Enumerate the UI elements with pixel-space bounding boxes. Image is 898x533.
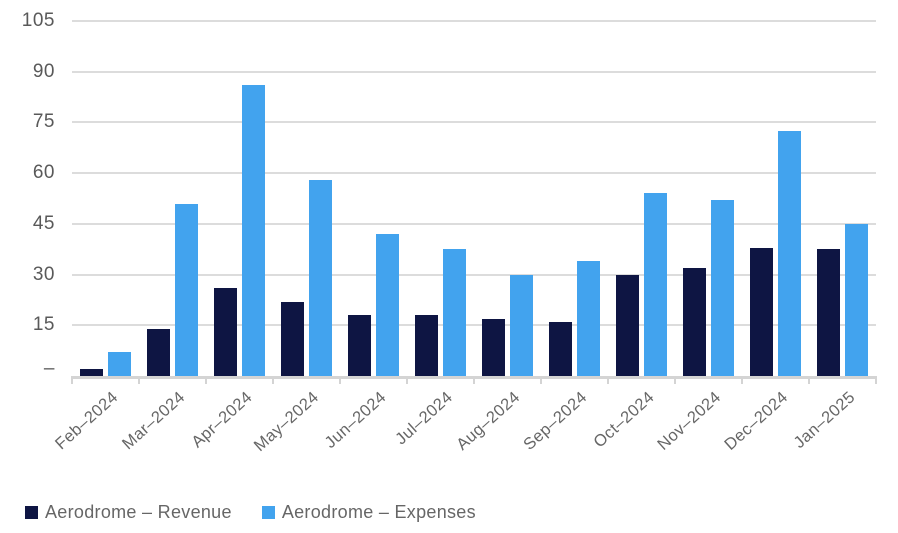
x-axis-label: Jan–2025 xyxy=(790,388,859,453)
bar-expenses-Dec–2024 xyxy=(778,131,801,376)
axis-tick xyxy=(473,376,475,384)
legend-item-expenses[interactable]: Aerodrome – Expenses xyxy=(261,502,476,522)
gridline xyxy=(72,20,876,22)
bar-expenses-Apr–2024 xyxy=(242,85,265,376)
bar-revenue-Jul–2024 xyxy=(415,315,438,376)
axis-tick xyxy=(808,376,810,384)
bar-expenses-Feb–2024 xyxy=(108,352,131,376)
bar-revenue-Apr–2024 xyxy=(214,288,237,376)
y-axis-label: 30 xyxy=(32,263,55,285)
bar-expenses-Nov–2024 xyxy=(711,200,734,376)
bar-revenue-Mar–2024 xyxy=(147,329,170,376)
bar-expenses-Sep–2024 xyxy=(577,261,600,376)
bar-revenue-Sep–2024 xyxy=(549,322,572,376)
axis-tick xyxy=(71,376,73,384)
gridline xyxy=(72,121,876,124)
bar-expenses-Aug–2024 xyxy=(510,275,533,376)
x-axis-label: Oct–2024 xyxy=(589,388,658,452)
legend-item-revenue[interactable]: Aerodrome – Revenue xyxy=(25,503,232,521)
bar-revenue-Nov–2024 xyxy=(683,268,706,376)
axis-tick xyxy=(540,376,542,384)
y-axis-label: 15 xyxy=(32,314,55,336)
x-axis-label: Feb–2024 xyxy=(51,388,122,454)
expenses-swatch xyxy=(261,505,275,519)
gridline xyxy=(72,70,876,73)
x-axis-label: Jul–2024 xyxy=(392,388,457,449)
axis-tick xyxy=(607,376,609,384)
y-axis-label: – xyxy=(43,358,55,379)
x-axis-label: Aug–2024 xyxy=(453,388,524,454)
gridline xyxy=(72,324,876,327)
y-axis-label: 60 xyxy=(32,162,55,184)
bar-revenue-Oct–2024 xyxy=(616,275,639,376)
axis-tick xyxy=(205,376,207,384)
axis-tick xyxy=(272,376,274,384)
y-axis-label: 75 xyxy=(32,111,55,133)
bar-expenses-Mar–2024 xyxy=(175,204,198,376)
axis-tick xyxy=(741,376,743,384)
axis-tick xyxy=(339,376,341,384)
x-axis-label: Jun–2024 xyxy=(321,388,390,453)
x-axis-label: Sep–2024 xyxy=(520,388,591,454)
legend-label-revenue: Aerodrome – Revenue xyxy=(45,502,232,522)
plot-area xyxy=(71,20,877,384)
axis-tick xyxy=(406,376,408,384)
legend-label-expenses: Aerodrome – Expenses xyxy=(281,502,476,522)
bar-revenue-Jan–2025 xyxy=(817,249,840,376)
bar-expenses-May–2024 xyxy=(309,180,332,376)
bar-expenses-Jun–2024 xyxy=(376,234,399,376)
bar-revenue-Feb–2024 xyxy=(80,369,103,376)
y-axis-label: 105 xyxy=(21,10,55,31)
y-axis-label: 90 xyxy=(32,60,55,82)
axis-tick xyxy=(674,376,676,384)
bar-expenses-Jan–2025 xyxy=(845,224,868,376)
bar-revenue-Jun–2024 xyxy=(348,315,371,376)
x-axis-label: Dec–2024 xyxy=(721,388,792,454)
legend: Aerodrome – Revenue Aerodrome – Expenses xyxy=(25,503,476,521)
axis-tick xyxy=(138,376,140,384)
gridline xyxy=(72,172,876,175)
x-axis-label: Nov–2024 xyxy=(654,388,725,454)
bar-revenue-Dec–2024 xyxy=(750,248,773,376)
bar-revenue-Aug–2024 xyxy=(482,319,505,376)
x-axis-label: Apr–2024 xyxy=(187,388,256,452)
revenue-swatch xyxy=(25,505,38,519)
bar-expenses-Jul–2024 xyxy=(443,249,466,376)
x-axis-label: May–2024 xyxy=(250,388,323,456)
bar-revenue-May–2024 xyxy=(281,302,304,376)
bar-expenses-Oct–2024 xyxy=(644,193,667,376)
gridline xyxy=(72,273,876,276)
x-axis-label: Mar–2024 xyxy=(118,388,189,454)
gridline xyxy=(72,222,876,225)
axis-tick xyxy=(875,376,877,384)
y-axis-label: 45 xyxy=(32,212,55,234)
